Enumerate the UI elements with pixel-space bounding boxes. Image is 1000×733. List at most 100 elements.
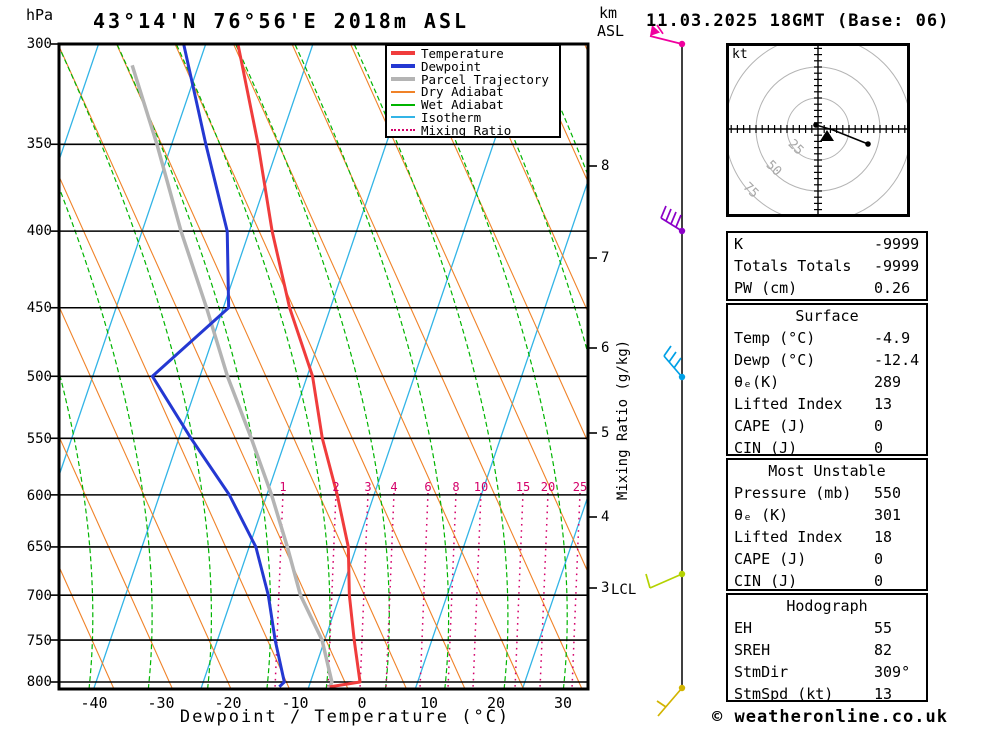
- pressure-tick: 450: [26, 300, 52, 316]
- dry-adiabat-swatch: [391, 90, 415, 93]
- table-row: SREH 82: [728, 639, 926, 661]
- legend-item: Temperature: [387, 45, 559, 61]
- pressure-tick: 650: [26, 539, 52, 555]
- legend-item: Isotherm: [387, 110, 559, 125]
- datetime-label: 11.03.2025 18GMT (Base: 06): [646, 11, 950, 31]
- pressure-tick: 700: [26, 588, 52, 604]
- km-tick: 3: [601, 580, 610, 596]
- svg-text:25: 25: [785, 137, 807, 159]
- pressure-tick: 550: [26, 431, 52, 447]
- mixing-ratio-swatch: [391, 129, 415, 132]
- row-value: 13: [874, 395, 893, 413]
- row-label: SREH: [734, 641, 771, 659]
- row-label: CIN (J): [734, 439, 798, 457]
- km-tick: 5: [601, 425, 610, 441]
- temp-tick: -30: [147, 694, 175, 712]
- parcel-swatch: [391, 76, 415, 81]
- row-label: Lifted Index: [734, 395, 843, 413]
- altitude-axis-unit-km: km: [599, 4, 618, 22]
- legend-item: Dry Adiabat: [387, 84, 559, 100]
- pressure-tick: 500: [26, 369, 52, 385]
- table-row: StmDir 309°: [728, 661, 926, 683]
- table-title: Surface: [795, 307, 859, 325]
- legend-item: Dewpoint: [387, 59, 559, 74]
- table-row: Temp (°C) -4.9: [728, 327, 926, 349]
- mixing-ratio-label: 25: [572, 480, 588, 494]
- row-value: 0: [874, 550, 884, 568]
- row-label: EH: [734, 619, 753, 637]
- row-value: 309°: [874, 663, 911, 681]
- temp-tick: 20: [486, 694, 506, 712]
- row-value: 0: [874, 417, 884, 435]
- temp-tick: -20: [214, 694, 242, 712]
- table-row: Pressure (mb) 550: [728, 482, 926, 504]
- row-value: 0.26: [874, 279, 911, 297]
- row-label: Totals Totals: [734, 257, 852, 275]
- row-label: StmDir: [734, 663, 789, 681]
- mixing-ratio-label: 6: [424, 480, 432, 494]
- mixing-ratio-label: 20: [540, 480, 556, 494]
- temp-tick: 10: [419, 694, 439, 712]
- surface-table: Surface Temp (°C) -4.9 Dewp (°C) -12.4 θₑ(…: [726, 303, 928, 459]
- row-label: CIN (J): [734, 572, 798, 590]
- indices-table: K -9999 Totals Totals -9999 PW (cm) 0.26: [726, 231, 928, 301]
- lcl-label: LCL: [611, 582, 637, 598]
- table-row: Lifted Index 18: [728, 526, 926, 548]
- svg-text:75: 75: [740, 180, 762, 202]
- row-value: 13: [874, 685, 893, 703]
- km-tick: 8: [601, 158, 610, 174]
- row-label: StmSpd (kt): [734, 685, 834, 703]
- legend-item: Parcel Trajectory: [387, 72, 559, 87]
- row-label: θₑ (K): [734, 506, 789, 524]
- table-title: Hodograph: [786, 597, 868, 615]
- mixing-ratio-label: 4: [390, 480, 398, 494]
- temp-tick: 30: [553, 694, 573, 712]
- table-row: PW (cm) 0.26: [728, 277, 926, 299]
- svg-text:50: 50: [763, 158, 785, 180]
- table-row: θₑ (K) 301: [728, 504, 926, 526]
- table-row: CAPE (J) 0: [728, 548, 926, 570]
- row-value: 0: [874, 572, 884, 590]
- row-value: -4.9: [874, 329, 911, 347]
- row-value: 82: [874, 641, 893, 659]
- legend-label: Temperature: [421, 45, 504, 61]
- row-label: CAPE (J): [734, 417, 807, 435]
- table-row: θₑ(K) 289: [728, 371, 926, 393]
- hodograph-table: Hodograph EH 55 SREH 82 StmDir 309° StmSpd …: [726, 593, 928, 705]
- temperature-swatch: [391, 51, 415, 56]
- pressure-axis-unit: hPa: [26, 6, 54, 24]
- isotherm-swatch: [391, 116, 415, 119]
- table-row: StmSpd (kt) 13: [728, 683, 926, 705]
- x-axis-label: Dewpoint / Temperature (°C): [179, 707, 511, 727]
- table-row: Lifted Index 13: [728, 393, 926, 415]
- row-label: CAPE (J): [734, 550, 807, 568]
- temp-tick: -40: [80, 694, 108, 712]
- table-row: CIN (J) 0: [728, 437, 926, 459]
- pressure-tick: 400: [26, 223, 52, 239]
- row-value: 289: [874, 373, 902, 391]
- legend-label: Mixing Ratio: [421, 122, 512, 138]
- pressure-tick: 350: [26, 136, 52, 152]
- mixing-ratio-label: 15: [515, 480, 531, 494]
- legend-item: Wet Adiabat: [387, 97, 559, 113]
- temp-tick: 0: [357, 694, 367, 712]
- table-row: CAPE (J) 0: [728, 415, 926, 437]
- table-row: CIN (J) 0: [728, 570, 926, 592]
- table-row: Dewp (°C) -12.4: [728, 349, 926, 371]
- km-tick: 7: [601, 250, 610, 266]
- row-label: Dewp (°C): [734, 351, 816, 369]
- legend-label: Dry Adiabat: [421, 84, 504, 100]
- table-row: Totals Totals -9999: [728, 255, 926, 277]
- pressure-tick: 300: [26, 36, 52, 52]
- legend: Temperature Dewpoint Parcel Trajectory D…: [385, 44, 561, 138]
- right-axis-label: Mixing Ratio (g/kg): [615, 339, 631, 501]
- mixing-ratio-label: 8: [452, 480, 460, 494]
- row-value: 55: [874, 619, 893, 637]
- pressure-tick: 800: [26, 674, 52, 690]
- mixing-ratio-label: 10: [473, 480, 489, 494]
- km-tick: 4: [601, 509, 610, 525]
- row-label: K: [734, 235, 744, 253]
- legend-label: Wet Adiabat: [421, 97, 504, 113]
- wet-adiabat-swatch: [391, 103, 415, 106]
